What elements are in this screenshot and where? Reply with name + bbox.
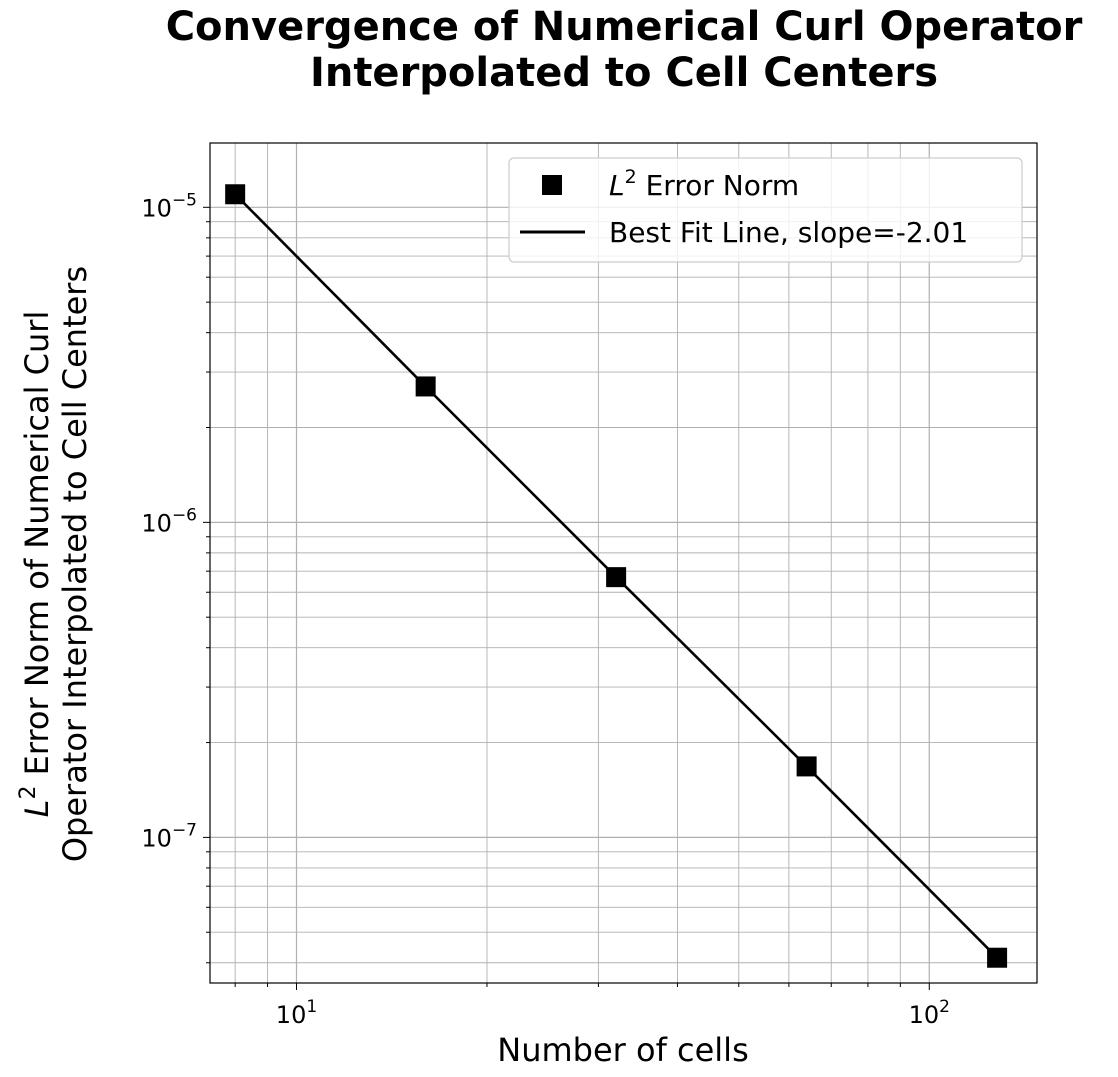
y-axis-label-line1: L2 Error Norm of Numerical Curl — [16, 311, 56, 818]
x-tick-label: 101 — [276, 997, 317, 1029]
y-tick-label: 10−5 — [141, 190, 197, 222]
data-point-marker — [225, 184, 246, 205]
data-point-marker — [987, 947, 1008, 968]
legend-label-error-norm: L2 Error Norm — [609, 166, 799, 202]
minor-grid — [210, 143, 1037, 983]
chart-title-line1: Convergence of Numerical Curl Operator — [165, 4, 1083, 50]
y-axis-label: L2 Error Norm of Numerical Curl Operator… — [16, 266, 94, 862]
legend-marker-square — [542, 175, 562, 195]
data-point-marker — [415, 376, 436, 397]
data-point-marker — [796, 756, 817, 777]
axis-ticks: 101 102 10−5 10−6 10−7 — [141, 190, 950, 1029]
major-grid — [210, 143, 1037, 983]
y-axis-label-line2: Operator Interpolated to Cell Centers — [56, 266, 94, 862]
y-tick-label: 10−6 — [141, 505, 197, 537]
legend: L2 Error Norm Best Fit Line, slope=-2.01 — [508, 157, 1023, 263]
legend-label-best-fit: Best Fit Line, slope=-2.01 — [609, 216, 968, 249]
legend-box — [508, 157, 1023, 263]
plot-frame — [209, 142, 1038, 984]
x-axis-label: Number of cells — [497, 1031, 748, 1069]
chart-title: Convergence of Numerical Curl Operator I… — [0, 4, 1118, 96]
y-tick-label: 10−7 — [141, 820, 197, 852]
chart-title-line2: Interpolated to Cell Centers — [309, 50, 939, 96]
x-tick-label: 102 — [909, 997, 950, 1029]
data-point-marker — [606, 567, 627, 588]
data-markers — [225, 184, 1008, 968]
